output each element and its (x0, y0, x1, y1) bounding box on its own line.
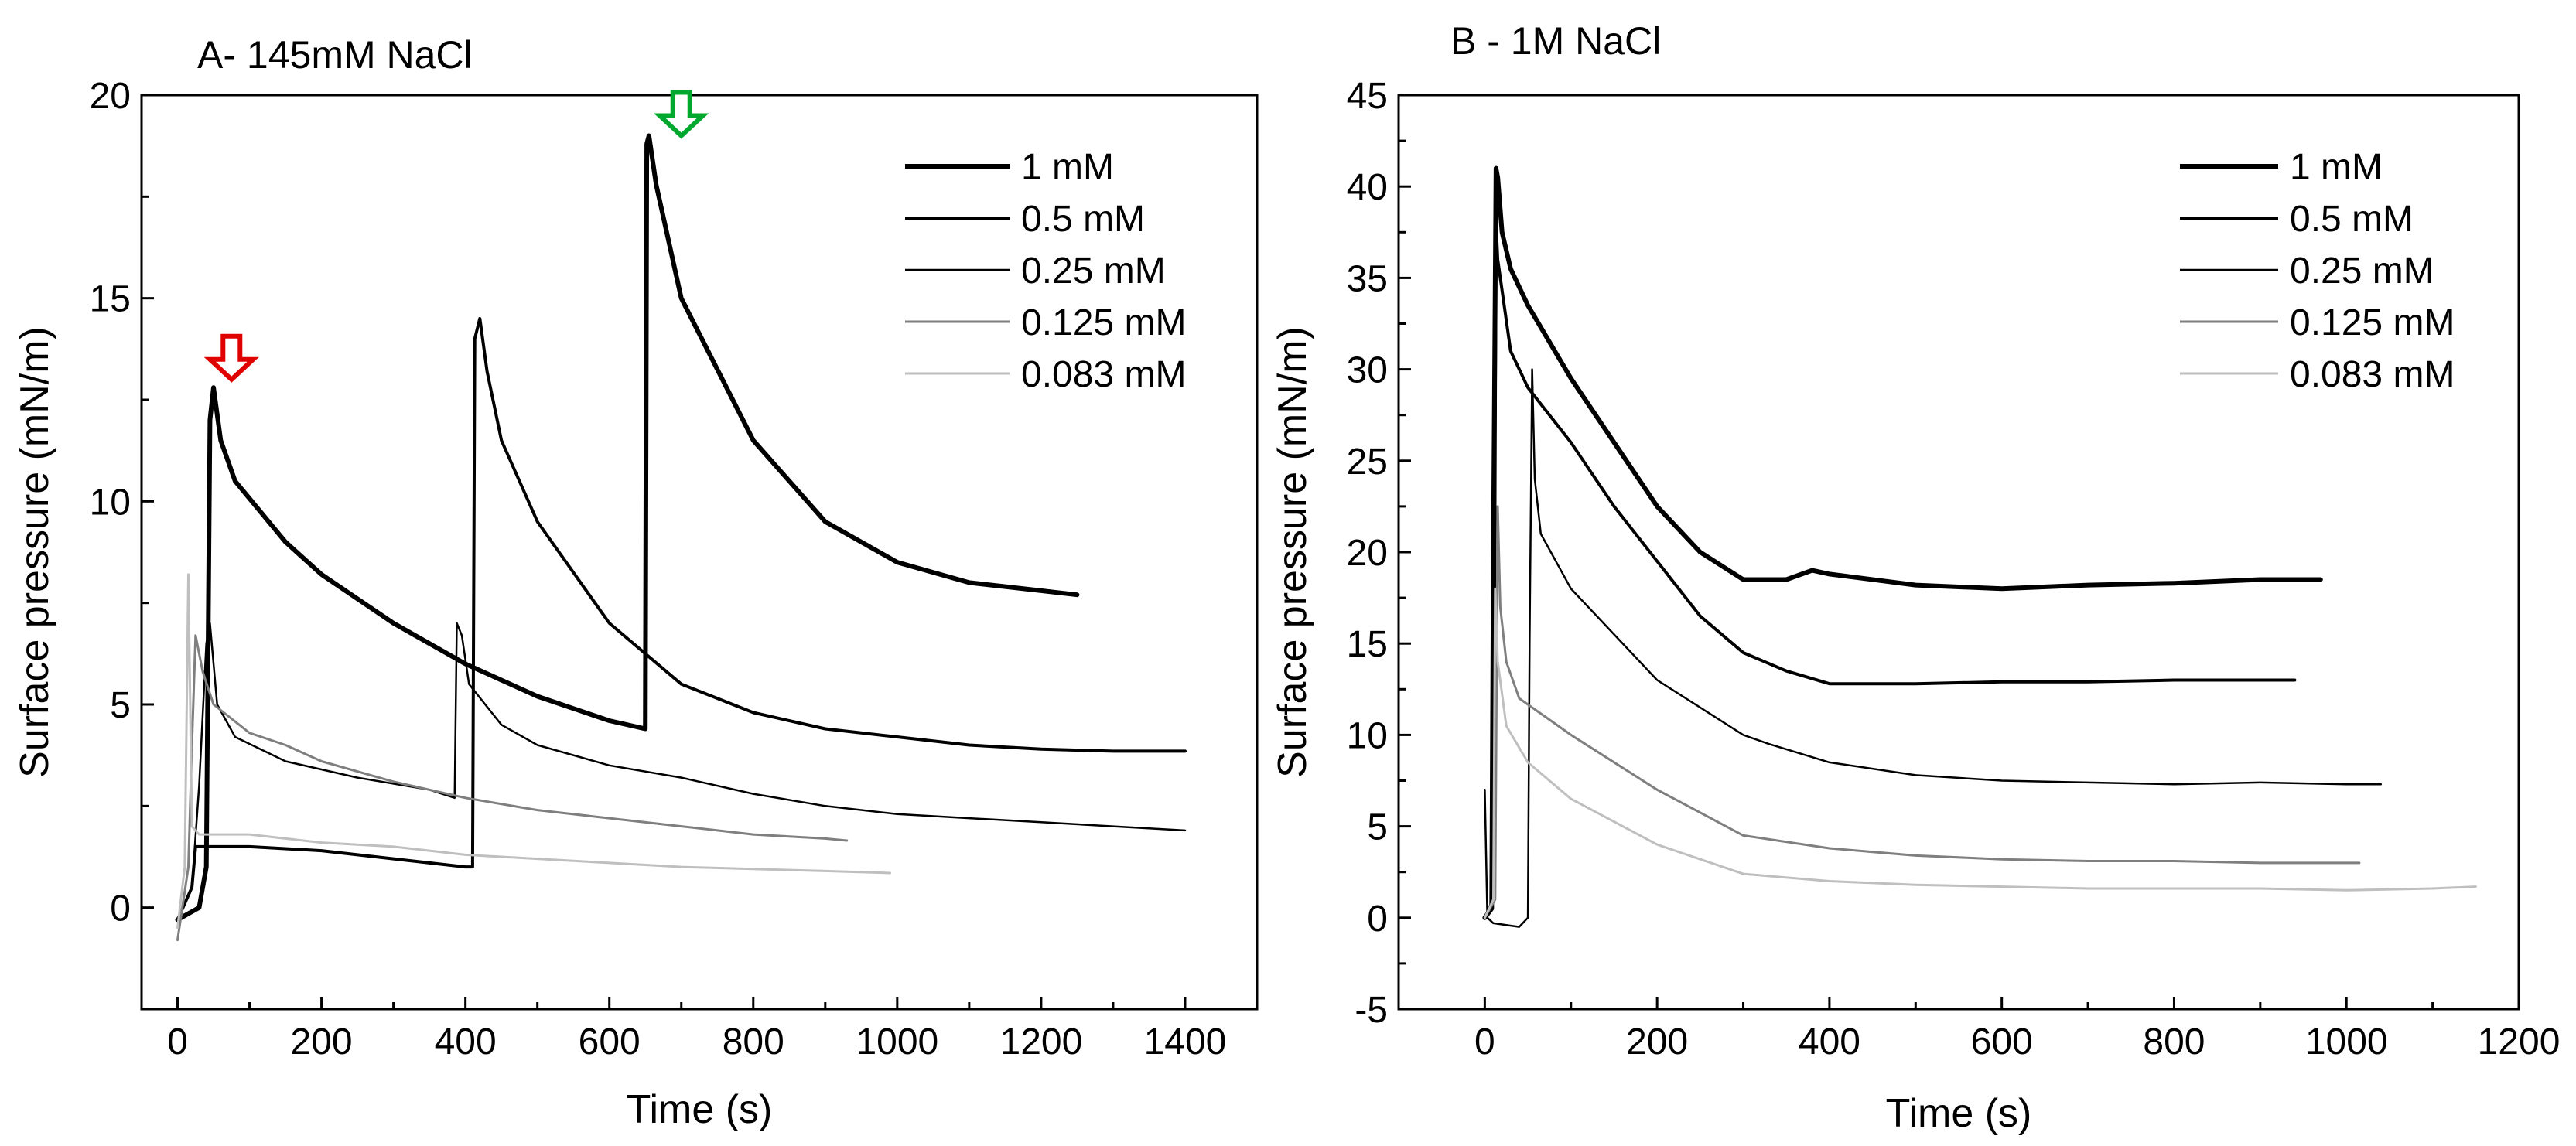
panel-b-x-axis-title: Time (s) (1886, 1091, 2032, 1136)
panel-b-legend-label: 0.25 mM (2290, 251, 2434, 292)
panel-a-series-0_083-mM (176, 573, 891, 929)
panel-a-y-tick-label: 20 (90, 76, 131, 117)
panel-b-y-tick-label: 5 (1367, 807, 1388, 848)
panel-a-legend: 1 mM 0.5 mM 0.25 mM 0.125 mM 0.083 mM (905, 147, 1186, 395)
panel-b-x-tick-label: 200 (1626, 1022, 1688, 1062)
panel-b-title: B - 1M NaCl (1450, 19, 1661, 63)
panel-a-x-tick-label: 400 (435, 1022, 497, 1062)
panel-b-x-tick-label: 1000 (2305, 1022, 2388, 1062)
panel-b-legend-label: 0.5 mM (2290, 199, 2414, 240)
panel-a-annotation-arrow-down-icon (654, 90, 709, 139)
panel-a-y-axis-title: Surface pressure (mN/m) (12, 326, 57, 778)
panel-b-x-tick-label: 1200 (2478, 1022, 2561, 1062)
panel-b: B - 1M NaCl 0 200 400 600 800 1000 1200 -5 0 5 10 1… (1270, 19, 2560, 1136)
panel-a-y-tick-label: 5 (110, 685, 131, 726)
panel-a-series-1-mM (175, 133, 1080, 923)
panel-b-y-tick-label: 20 (1347, 533, 1388, 574)
panel-b-series-0_083-mM (1483, 587, 2477, 919)
panel-a-legend-label: 0.25 mM (1021, 251, 1166, 292)
panel-a-plot-frame (140, 94, 1259, 1011)
panel-b-y-tick-label: -5 (1355, 990, 1388, 1031)
panel-b-ticks: 0 200 400 600 800 1000 1200 -5 0 5 10 15 20 25 30 35 40 4… (1347, 76, 2561, 1062)
panel-b-y-tick-label: 15 (1347, 624, 1388, 665)
panel-a-annotations (203, 90, 709, 383)
panel-b-series (1482, 165, 2477, 928)
panel-b-legend-label: 1 mM (2290, 147, 2383, 188)
panel-a-title: A- 145mM NaCl (197, 33, 473, 77)
panel-b-x-tick-label: 800 (2143, 1022, 2205, 1062)
panel-a-x-tick-label: 1000 (856, 1022, 938, 1062)
panel-a-annotation-arrow-down-icon (203, 333, 259, 383)
panel-b-legend-label: 0.083 mM (2290, 354, 2455, 395)
panel-b-series-0_5-mM (1483, 221, 2297, 919)
panel-a-x-axis-title: Time (s) (627, 1087, 773, 1132)
panel-b-series-0_25-mM (1484, 368, 2383, 928)
panel-a-x-tick-label: 1200 (1000, 1022, 1083, 1062)
panel-b-y-tick-label: 40 (1347, 167, 1388, 208)
panel-b-x-tick-label: 0 (1474, 1022, 1495, 1062)
panel-b-legend-label: 0.125 mM (2290, 302, 2455, 343)
panel-b-y-tick-label: 45 (1347, 76, 1388, 117)
panel-b-x-tick-label: 400 (1799, 1022, 1860, 1062)
panel-b-y-axis-title: Surface pressure (mN/m) (1270, 326, 1315, 778)
panel-a-series-0_125-mM (176, 634, 849, 942)
panel-a-x-tick-label: 0 (167, 1022, 188, 1062)
panel-a-legend-label: 0.5 mM (1021, 199, 1145, 240)
panel-a-legend-label: 0.083 mM (1021, 354, 1186, 395)
panel-b-y-tick-label: 0 (1367, 899, 1388, 940)
panel-b-series-1-mM (1482, 165, 2323, 920)
panel-a-series (175, 133, 1187, 942)
panel-a-legend-label: 0.125 mM (1021, 302, 1186, 343)
panel-b-legend: 1 mM 0.5 mM 0.25 mM 0.125 mM 0.083 mM (2180, 147, 2455, 395)
panel-a-legend-label: 1 mM (1021, 147, 1114, 188)
panel-b-x-tick-label: 600 (1971, 1022, 2033, 1062)
panel-b-y-tick-label: 25 (1347, 442, 1388, 483)
panel-a-x-tick-label: 600 (579, 1022, 641, 1062)
panel-a-y-tick-label: 0 (110, 888, 131, 929)
panel-a-y-tick-label: 15 (90, 279, 131, 320)
panel-b-series-0_125-mM (1483, 505, 2361, 919)
panel-a-x-tick-label: 200 (291, 1022, 353, 1062)
panel-b-y-tick-label: 35 (1347, 258, 1388, 299)
panel-a-ticks: 0 200 400 600 800 1000 1200 1400 0 5 10 15 20 (90, 76, 1227, 1062)
panel-a: A- 145mM NaCl 0 200 400 600 800 1000 1200 14000… (12, 33, 1259, 1132)
panel-a-x-tick-label: 800 (723, 1022, 784, 1062)
panel-a-series-0_25-mM (176, 622, 1187, 921)
panel-b-y-tick-label: 10 (1347, 715, 1388, 756)
panel-a-series-0_5-mM (176, 316, 1187, 922)
panel-a-y-tick-label: 10 (90, 482, 131, 523)
panel-b-y-tick-label: 30 (1347, 350, 1388, 391)
panel-a-x-tick-label: 1400 (1144, 1022, 1227, 1062)
